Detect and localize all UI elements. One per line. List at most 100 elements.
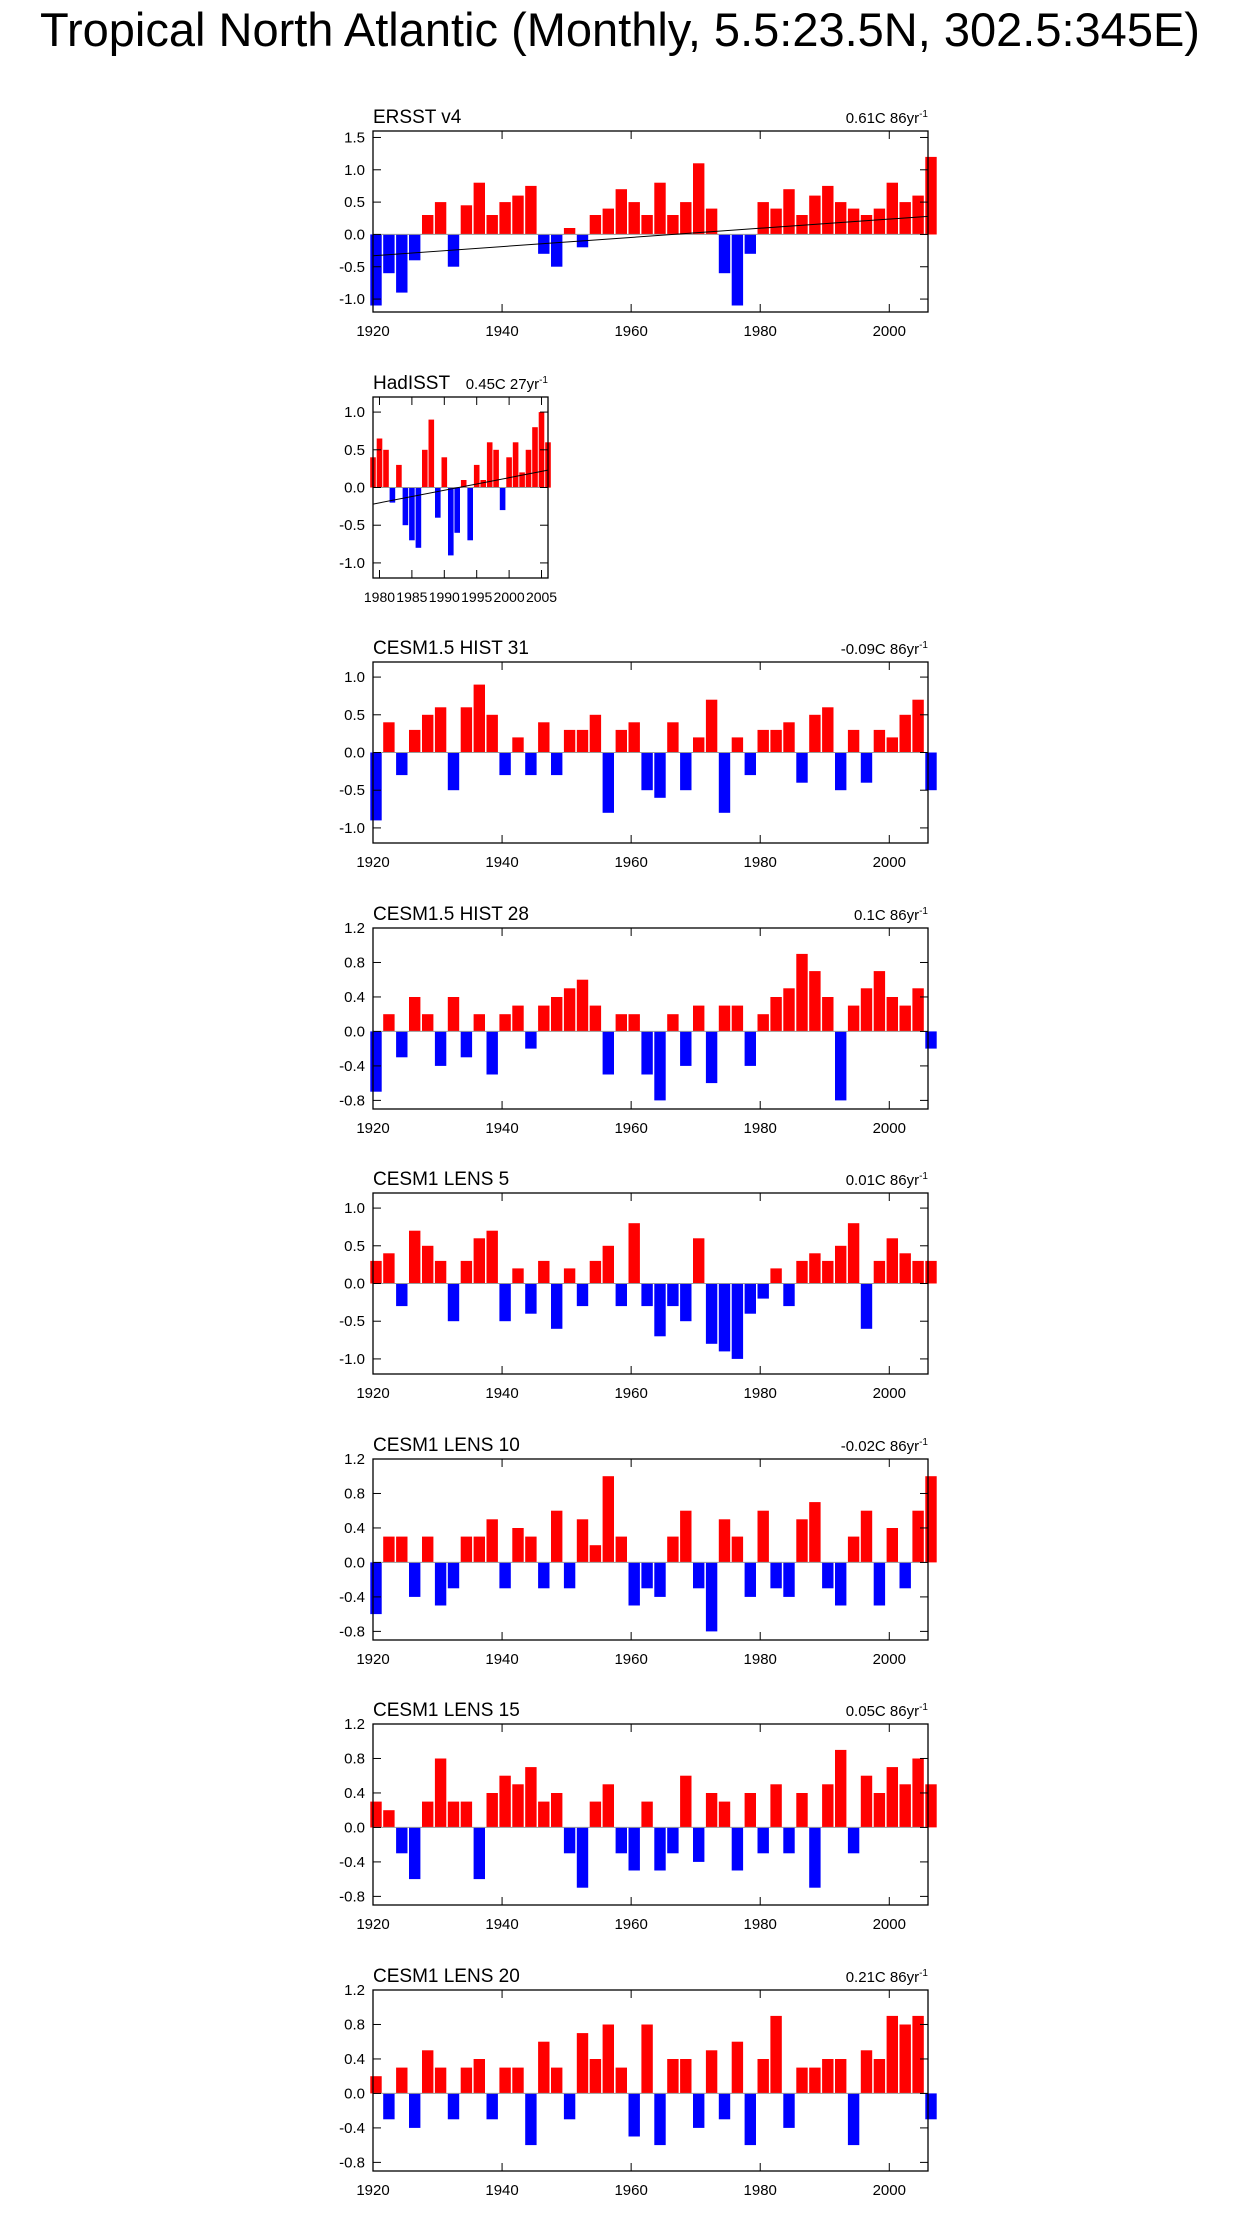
trend-line	[372, 469, 549, 505]
bar-3-0	[370, 752, 382, 821]
x-tick-label: 1920	[356, 1916, 389, 1933]
plot-frame	[372, 130, 929, 313]
panel-title: CESM1.5 HIST 28	[373, 904, 529, 925]
bar-8-37	[847, 2093, 860, 2146]
bar-8-25	[693, 2093, 705, 2128]
bar-6-36	[835, 1562, 847, 1606]
panel-2: -1.0 -0.5 0.0 0.5 1.0 1980 1985 1990 1995 2000 200…	[339, 373, 557, 605]
bar-3-14	[551, 752, 563, 776]
bar-2-8	[422, 449, 428, 488]
bar-7-30	[757, 1827, 769, 1854]
bar-8-29	[744, 2093, 756, 2146]
bar-7-41	[899, 1784, 911, 1828]
bar-7-7	[460, 1801, 473, 1828]
bar-1-14	[551, 234, 563, 267]
y-tick-label: 0.4	[344, 1785, 365, 1802]
bar-4-12	[525, 1031, 537, 1049]
bar-1-39	[873, 208, 886, 235]
bar-6-0	[370, 1562, 382, 1615]
x-tick-label: 2000	[873, 854, 906, 871]
x-tick-label: 1920	[356, 854, 389, 871]
bar-8-9	[486, 2093, 498, 2120]
bar-2-5	[402, 487, 409, 526]
y-tick-label: 0.8	[344, 1485, 365, 1502]
bar-4-28	[731, 1005, 744, 1032]
bar-4-15	[563, 988, 576, 1032]
bar-6-39	[873, 1562, 886, 1606]
y-tick-label: 0.0	[344, 480, 365, 497]
bar-6-35	[822, 1562, 834, 1589]
bar-8-7	[460, 2067, 473, 2094]
x-tick-label: 1980	[364, 589, 395, 605]
bar-5-6	[447, 1283, 460, 1322]
bar-5-9	[486, 1230, 498, 1284]
y-tick-label: -0.8	[339, 1092, 365, 1109]
bar-8-18	[602, 2024, 614, 2094]
y-tick-label: 0.4	[344, 2051, 365, 2068]
bar-4-9	[486, 1031, 498, 1075]
bar-3-31	[770, 729, 782, 753]
y-tick-label: 1.0	[344, 669, 365, 686]
y-tick-label: -0.8	[339, 2154, 365, 2171]
bar-7-35	[822, 1784, 834, 1828]
bar-4-8	[473, 1014, 485, 1032]
x-tick-label: 1980	[744, 323, 777, 340]
x-tick-label: 1940	[485, 854, 518, 871]
bar-7-42	[912, 1758, 924, 1828]
bar-3-39	[873, 729, 886, 753]
bar-3-16	[576, 729, 589, 753]
y-tick-label: 0.0	[344, 1023, 365, 1040]
bar-6-30	[757, 1510, 769, 1563]
bar-1-10	[499, 202, 511, 235]
bar-1-35	[822, 185, 834, 235]
bar-4-18	[602, 1031, 614, 1075]
x-tick-label: 1980	[744, 2182, 777, 2199]
bar-8-12	[525, 2093, 537, 2146]
bar-7-18	[602, 1784, 614, 1828]
x-tick-label: 1940	[485, 1916, 518, 1933]
x-tick-label: 1960	[614, 1651, 647, 1668]
bar-3-23	[667, 722, 679, 753]
bar-4-16	[576, 979, 589, 1032]
bar-8-4	[422, 2050, 434, 2094]
bar-3-24	[680, 752, 692, 791]
bar-5-8	[473, 1238, 485, 1284]
bar-1-42	[912, 195, 924, 235]
y-tick-label: 0.0	[344, 226, 365, 243]
bar-7-4	[422, 1801, 434, 1828]
bar-8-38	[860, 2050, 873, 2094]
bar-3-6	[447, 752, 460, 791]
bar-3-28	[731, 737, 744, 753]
bar-8-6	[447, 2093, 460, 2120]
bar-7-23	[667, 1827, 679, 1854]
bar-2-1	[376, 438, 383, 488]
bar-7-3	[409, 1827, 421, 1880]
bar-8-20	[628, 2093, 640, 2137]
figure-title: Tropical North Atlantic (Monthly, 5.5:23…	[40, 3, 1200, 56]
bar-5-39	[873, 1260, 886, 1284]
bar-3-4	[422, 714, 434, 753]
bar-6-19	[615, 1536, 627, 1563]
bar-6-41	[899, 1562, 911, 1589]
bar-5-38	[860, 1283, 873, 1329]
x-tick-label: 1940	[485, 1120, 518, 1137]
bar-5-12	[525, 1283, 537, 1314]
bar-5-40	[886, 1238, 898, 1284]
bar-8-34	[809, 2067, 821, 2094]
bar-3-26	[705, 699, 718, 753]
panel-3: -1.0 -0.5 0.0 0.5 1.0 1920 1940 1960 1980 2000 CES…	[339, 638, 937, 871]
bar-8-31	[770, 2015, 782, 2094]
x-tick-label: 1940	[485, 2182, 518, 2199]
bar-4-13	[538, 1005, 550, 1032]
bar-7-40	[886, 1767, 898, 1828]
bar-5-42	[912, 1260, 924, 1284]
bar-3-30	[757, 729, 769, 753]
bar-2-24	[525, 449, 532, 488]
bar-2-21	[506, 457, 512, 488]
bar-1-15	[563, 228, 576, 235]
bar-5-4	[422, 1245, 434, 1284]
y-tick-label: 1.0	[344, 1200, 365, 1217]
panel-title: CESM1 LENS 15	[373, 1700, 520, 1721]
y-tick-label: 0.0	[344, 745, 365, 762]
